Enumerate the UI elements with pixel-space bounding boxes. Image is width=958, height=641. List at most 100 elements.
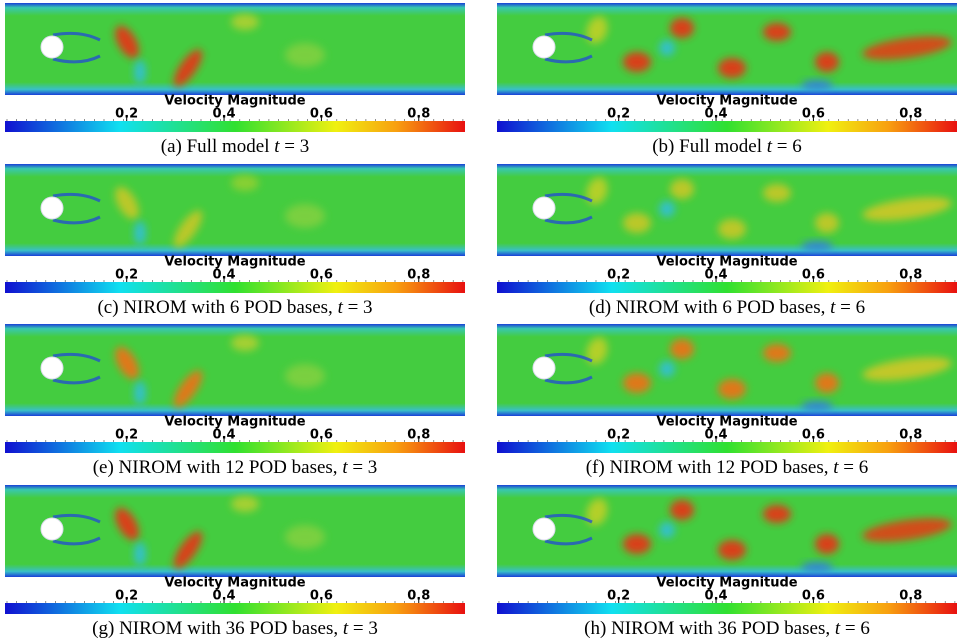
- colorbar-tick-label: 0.6: [310, 428, 333, 443]
- flow-panel: Velocity Magnitude 0.2 0.4 0.6 0.8: [5, 163, 465, 293]
- colorbar-tick-label: 0.2: [607, 588, 630, 603]
- wake-blob: [659, 521, 675, 538]
- colorbar: [497, 281, 957, 293]
- panel: Velocity Magnitude 0.2 0.4 0.6 0.8 (b) Full m…: [497, 0, 957, 160]
- wake-blob: [659, 200, 675, 217]
- colorbar-tick-label: 0.8: [899, 107, 922, 122]
- wake-blob: [718, 539, 746, 560]
- wake-blob: [670, 18, 694, 38]
- caption-var: t: [342, 457, 348, 478]
- colorbar-tick-label: 0.8: [407, 267, 430, 282]
- panel: Velocity Magnitude 0.2 0.4 0.6 0.8 (g) NIROM …: [5, 482, 465, 641]
- wake-blob: [115, 25, 139, 59]
- cylinder: [40, 35, 64, 59]
- colorbar: [497, 602, 957, 614]
- wake-blob: [623, 212, 651, 233]
- wake-blob: [763, 344, 791, 362]
- wake-blob: [623, 373, 651, 393]
- wake-blob: [231, 174, 259, 191]
- colorbar-tick-label: 0.8: [899, 267, 922, 282]
- colorbar-title: Velocity Magnitude: [164, 94, 305, 109]
- colorbar-tick-label: 0.2: [115, 428, 138, 443]
- colorbar-title: Velocity Magnitude: [164, 575, 305, 590]
- wake-blob: [173, 530, 203, 569]
- caption-text: NIROM with 6 POD bases,: [123, 296, 333, 318]
- wake-blob: [815, 212, 839, 233]
- colorbar-tick-label: 0.2: [607, 107, 630, 122]
- caption: (h) NIROM with 36 POD bases, t = 6: [497, 618, 957, 640]
- caption-var: t: [833, 457, 839, 478]
- caption-label: (f): [585, 457, 605, 478]
- wake-blob: [623, 52, 651, 72]
- wake-blob: [134, 541, 146, 566]
- wake-blob: [173, 49, 203, 87]
- wake-blob: [862, 357, 952, 381]
- colorbar-tick-label: 0.4: [213, 107, 236, 122]
- colorbar-tick-label: 0.6: [802, 588, 825, 603]
- colorbar-title: Velocity Magnitude: [164, 415, 305, 430]
- wake-blob: [586, 337, 608, 365]
- wake-blob: [115, 346, 139, 380]
- wake-shear: [52, 513, 101, 545]
- wake-blob: [659, 40, 675, 56]
- wake-blob: [173, 209, 203, 248]
- caption-value: = 6: [843, 457, 869, 478]
- wake-shear: [52, 192, 101, 224]
- colorbar-tick-label: 0.8: [407, 588, 430, 603]
- caption-value: = 6: [840, 296, 866, 318]
- wake-blob: [670, 499, 694, 520]
- colorbar-tick-label: 0.6: [802, 107, 825, 122]
- caption: (c) NIROM with 6 POD bases, t = 3: [5, 297, 465, 319]
- wake-blob: [285, 203, 325, 228]
- colorbar-tick-label: 0.8: [899, 588, 922, 603]
- wake-blob: [815, 533, 839, 554]
- wake-blob: [134, 60, 146, 84]
- wake-blob: [586, 497, 608, 526]
- wake-blob: [659, 361, 675, 377]
- colorbar: [5, 121, 465, 132]
- colorbar-tick-label: 0.4: [705, 107, 728, 122]
- wake-blob: [801, 561, 833, 572]
- caption-text: Full model: [679, 136, 763, 157]
- wake-blob: [763, 23, 791, 41]
- wake-blob: [134, 220, 146, 245]
- caption-label: (a): [160, 136, 182, 157]
- wake-shear: [52, 31, 101, 64]
- colorbar-tick-label: 0.2: [607, 428, 630, 443]
- colorbar-title: Velocity Magnitude: [656, 94, 797, 109]
- colorbar: [5, 442, 465, 453]
- caption-value: = 6: [844, 617, 870, 639]
- caption-label: (e): [92, 457, 114, 478]
- panel: Velocity Magnitude 0.2 0.4 0.6 0.8 (e) NIROM …: [5, 321, 465, 481]
- caption-text: NIROM with 36 POD bases,: [611, 617, 831, 639]
- wake-blob: [801, 240, 833, 251]
- wake-blob: [862, 517, 952, 542]
- wake-blob: [285, 43, 325, 67]
- caption-text: NIROM with 12 POD bases,: [609, 457, 829, 478]
- panel: Velocity Magnitude 0.2 0.4 0.6 0.8 (f) NIROM …: [497, 321, 957, 481]
- caption-value: = 3: [284, 136, 310, 157]
- colorbar-tick-label: 0.6: [310, 107, 333, 122]
- wake-blob: [718, 218, 746, 239]
- colorbar: [497, 442, 957, 453]
- caption-value: = 3: [347, 296, 373, 318]
- wake-blob: [586, 176, 608, 205]
- wake-blob: [763, 183, 791, 202]
- colorbar-title: Velocity Magnitude: [656, 415, 797, 430]
- wake-blob: [670, 178, 694, 199]
- wake-blob: [801, 80, 833, 90]
- caption-var: t: [274, 136, 280, 157]
- caption-value: = 3: [352, 617, 378, 639]
- wake-shear: [544, 513, 593, 545]
- wake-shear: [52, 352, 101, 385]
- caption-label: (b): [652, 136, 675, 157]
- cylinder: [40, 356, 64, 380]
- colorbar-tick-label: 0.2: [115, 588, 138, 603]
- colorbar-tick-label: 0.6: [802, 267, 825, 282]
- caption: (d) NIROM with 6 POD bases, t = 6: [497, 297, 957, 319]
- wake-blob: [285, 364, 325, 388]
- caption-value: = 6: [776, 136, 802, 157]
- colorbar: [5, 602, 465, 614]
- colorbar-tick-label: 0.4: [213, 428, 236, 443]
